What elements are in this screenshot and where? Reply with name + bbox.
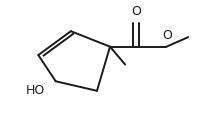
- Text: O: O: [163, 29, 172, 42]
- Text: O: O: [131, 5, 141, 18]
- Text: HO: HO: [26, 84, 45, 97]
